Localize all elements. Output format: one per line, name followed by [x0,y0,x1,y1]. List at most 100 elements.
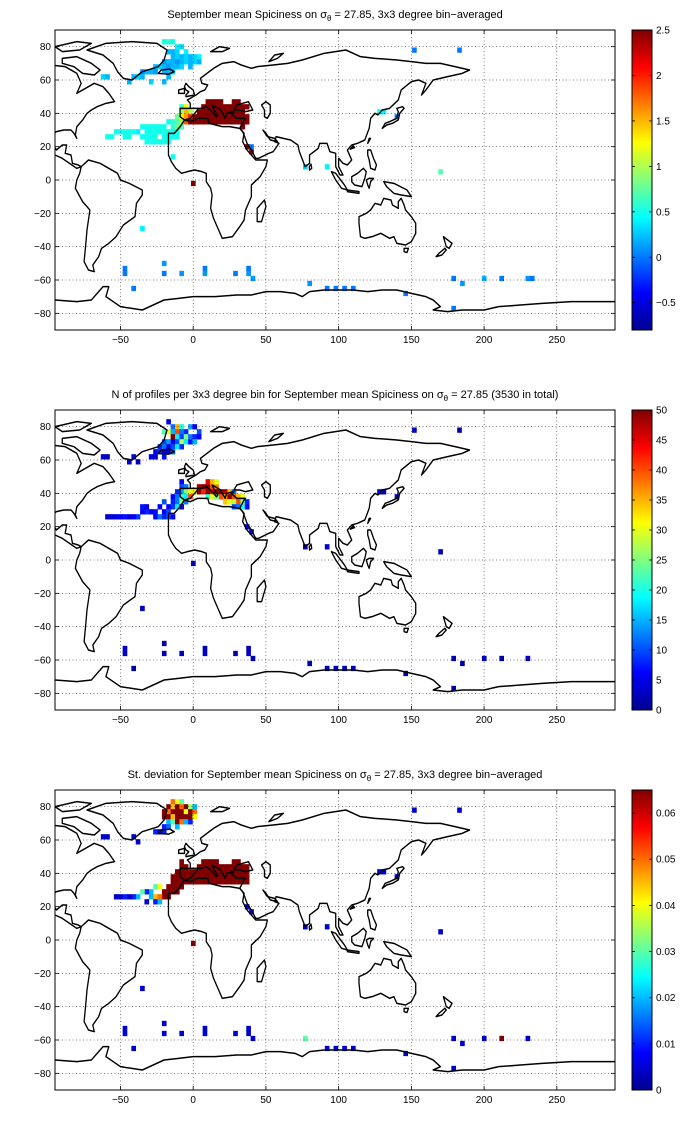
data-cell [244,144,250,150]
data-cell [240,114,246,120]
y-tick-label: −40 [34,1002,51,1013]
data-cell [179,859,185,865]
x-tick-label: 50 [260,335,272,346]
x-tick-label: 200 [476,335,493,346]
data-cell [438,169,443,175]
coastlines [55,800,615,1073]
data-cell [175,59,180,65]
data-cell [412,47,417,53]
data-cell [161,124,167,130]
data-cell [227,119,233,125]
data-cell [183,484,189,490]
data-cell [214,869,219,875]
data-cell [127,514,132,520]
x-tick-label: 50 [260,1095,272,1106]
y-tick-label: −20 [34,969,51,980]
data-cell [157,899,163,905]
data-cell [192,439,198,445]
data-cell [140,225,145,232]
data-cell [153,449,158,455]
data-cell [201,879,206,885]
data-cell [438,929,443,935]
colorbar: −0.5 0 0.5 1 1.5 2 2.5 [631,26,676,331]
colorbar-tick-label: 1.5 [656,116,670,127]
data-cell [179,799,185,805]
data-cell [161,814,167,820]
data-cell [109,514,115,520]
data-cell [188,874,193,880]
colorbar-tick-label: 35 [656,496,668,507]
x-tick-label: 250 [548,715,565,726]
data-cell [188,494,193,500]
data-cell [166,819,171,825]
data-cell [170,439,176,445]
data-cell [179,1030,185,1037]
data-cell [166,39,171,45]
grid-lines [55,410,615,710]
data-cell [175,884,180,890]
data-cell [179,504,185,510]
data-cell [157,129,163,135]
data-cell [179,819,185,825]
data-cell [148,894,154,900]
data-cell [157,64,163,70]
data-cell [175,874,180,880]
title-suffix: = 27.85, 3x3 degree bin−averaged [371,769,542,781]
data-cell [161,139,167,145]
data-cell [179,814,185,820]
data-cell [183,804,189,810]
data-cell [170,874,176,880]
data-cell [157,504,163,510]
colorbar-tick-label: 5 [656,676,662,687]
data-cell [131,1045,137,1052]
data-cell [175,49,180,55]
colorbar-gradient [632,30,652,330]
data-cell [175,494,180,500]
colorbar-tick-label: 40 [656,466,668,477]
data-cell [227,864,233,870]
data-cell [105,454,110,460]
data-cell [240,874,246,880]
data-cell [161,134,167,140]
data-cell [153,134,158,140]
data-cell [196,864,202,870]
data-cell [131,454,137,460]
data-cell [161,499,167,505]
data-cell [105,74,110,80]
data-cell [183,874,189,880]
data-cell [342,285,347,292]
data-cell [170,129,176,135]
data-cell [179,874,185,880]
data-cell [412,807,417,813]
data-cell [122,1030,128,1037]
data-cell [179,884,185,890]
data-cell [183,814,189,820]
data-cell [183,494,189,500]
y-tick-label: 40 [40,489,52,500]
colorbar-tick-label: 0.03 [656,947,676,958]
data-cell [135,894,141,900]
y-tick-label: −80 [34,689,51,700]
data-cell [451,1035,457,1042]
data-cell [244,879,250,885]
data-cell [170,64,176,70]
data-cell [161,39,167,45]
data-cell [161,59,167,65]
data-cell [166,129,171,135]
data-cell [175,814,180,820]
data-cell [227,879,233,885]
colorbar-tick-label: 0.04 [656,901,676,912]
data-cell [205,879,211,885]
data-cell [127,894,132,900]
data-cell [131,129,137,135]
data-cell [231,879,237,885]
data-cell [188,489,193,495]
grid-lines [55,30,615,330]
data-cell [166,59,171,65]
data-cell [179,109,185,115]
data-cell [140,504,145,510]
data-cell [188,424,193,430]
data-cell [170,879,176,885]
data-cell [144,899,150,905]
data-cell [175,489,180,495]
